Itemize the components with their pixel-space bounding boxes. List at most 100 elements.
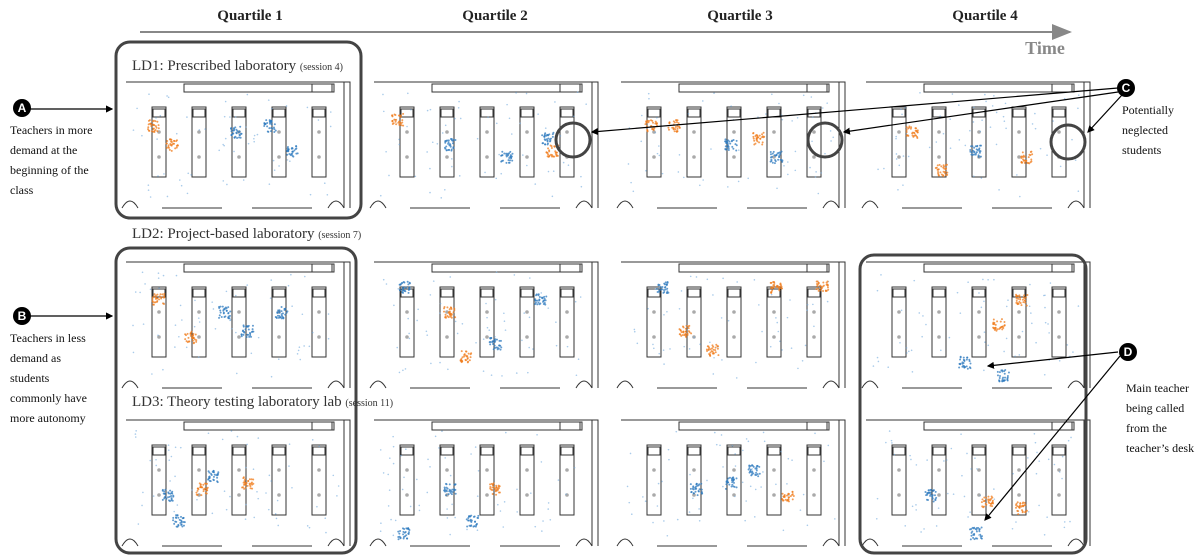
trace-dot xyxy=(398,115,400,117)
trace-dot xyxy=(455,321,457,323)
trace-dot xyxy=(488,329,490,331)
trace-dot xyxy=(299,346,301,348)
trace-dot xyxy=(522,154,524,156)
trace-dot xyxy=(985,497,987,499)
trace-dot xyxy=(167,491,169,493)
trace-dot xyxy=(253,517,255,519)
seat-dot xyxy=(977,310,981,314)
trace-dot xyxy=(663,520,665,522)
trace-dot xyxy=(689,511,691,513)
trace-dot xyxy=(1026,162,1028,164)
trace-dot xyxy=(208,432,210,434)
trace-dot xyxy=(398,538,400,540)
trace-dot xyxy=(530,492,532,494)
trace-dot xyxy=(154,120,156,122)
trace-dot xyxy=(585,103,587,105)
trace-dot xyxy=(699,488,701,490)
trace-dot xyxy=(915,504,917,506)
trace-dot xyxy=(407,318,409,320)
trace-dot xyxy=(257,134,259,136)
trace-dot xyxy=(631,513,633,515)
trace-dot xyxy=(444,189,446,191)
trace-dot xyxy=(158,272,160,274)
trace-dot xyxy=(457,333,459,335)
trace-dot xyxy=(465,355,467,357)
trace-dot xyxy=(458,101,460,103)
trace-dot xyxy=(243,476,245,478)
trace-dot xyxy=(772,162,774,164)
trace-dot xyxy=(937,164,939,166)
trace-dot xyxy=(177,524,179,526)
trace-dot xyxy=(496,339,498,341)
trace-dot xyxy=(439,312,441,314)
trace-dot xyxy=(981,498,983,500)
trace-dot xyxy=(198,356,200,358)
trace-dot xyxy=(400,116,402,118)
trace-dot xyxy=(877,169,879,171)
trace-dot xyxy=(1028,154,1030,156)
trace-dot xyxy=(1034,433,1036,435)
trace-dot xyxy=(775,317,777,319)
trace-dot xyxy=(187,172,189,174)
trace-dot xyxy=(170,141,172,143)
trace-dot xyxy=(690,483,692,485)
trace-dot xyxy=(453,489,455,491)
trace-dot xyxy=(224,116,226,118)
trace-dot xyxy=(793,495,795,497)
trace-dot xyxy=(433,280,435,282)
quartile: Quartile 3 xyxy=(665,8,815,25)
annotation: Main teacher being called from the teach… xyxy=(1126,378,1198,458)
trace-dot xyxy=(277,500,279,502)
seat-dot xyxy=(1017,335,1021,339)
trace-dot xyxy=(969,130,971,132)
trace-dot xyxy=(1031,153,1033,155)
trace-dot xyxy=(209,480,211,482)
trace-dot xyxy=(173,523,175,525)
trace-dot xyxy=(946,174,948,176)
seat-dot xyxy=(977,335,981,339)
trace-dot xyxy=(181,520,183,522)
trace-dot xyxy=(542,142,544,144)
trace-dot xyxy=(514,274,516,276)
trace-dot xyxy=(225,101,227,103)
trace-dot xyxy=(475,524,477,526)
trace-dot xyxy=(148,184,150,186)
wall xyxy=(126,82,350,208)
trace-dot xyxy=(967,281,969,283)
trace-dot xyxy=(469,359,471,361)
trace-dot xyxy=(797,368,799,370)
trace-dot xyxy=(1006,306,1008,308)
trace-dot xyxy=(397,531,399,533)
trace-dot xyxy=(249,478,251,480)
trace-dot xyxy=(1019,354,1021,356)
trace-dot xyxy=(207,487,209,489)
trace-dot xyxy=(1006,379,1008,381)
bench xyxy=(312,264,332,272)
trace-dot xyxy=(237,436,239,438)
trace-dot xyxy=(148,93,150,95)
seat-dot xyxy=(937,155,941,159)
trace-dot xyxy=(942,174,944,176)
trace-dot xyxy=(266,125,268,127)
trace-dot xyxy=(233,151,235,153)
trace-dot xyxy=(402,369,404,371)
trace-dot xyxy=(781,161,783,163)
trace-dot xyxy=(934,494,936,496)
trace-dot xyxy=(830,140,832,142)
trace-dot xyxy=(446,149,448,151)
trace-dot xyxy=(997,374,999,376)
trace-dot xyxy=(226,509,228,511)
trace-dot xyxy=(263,125,265,127)
trace-dot xyxy=(1001,318,1003,320)
trace-dot xyxy=(503,312,505,314)
trace-dot xyxy=(487,116,489,118)
trace-dot xyxy=(693,337,695,339)
trace-dot xyxy=(834,518,836,520)
trace-dot xyxy=(197,494,199,496)
trace-dot xyxy=(713,92,715,94)
trace-dot xyxy=(985,101,987,103)
trace-dot xyxy=(398,139,400,141)
trace-dot xyxy=(307,525,309,527)
trace-dot xyxy=(792,491,794,493)
trace-dot xyxy=(236,137,238,139)
